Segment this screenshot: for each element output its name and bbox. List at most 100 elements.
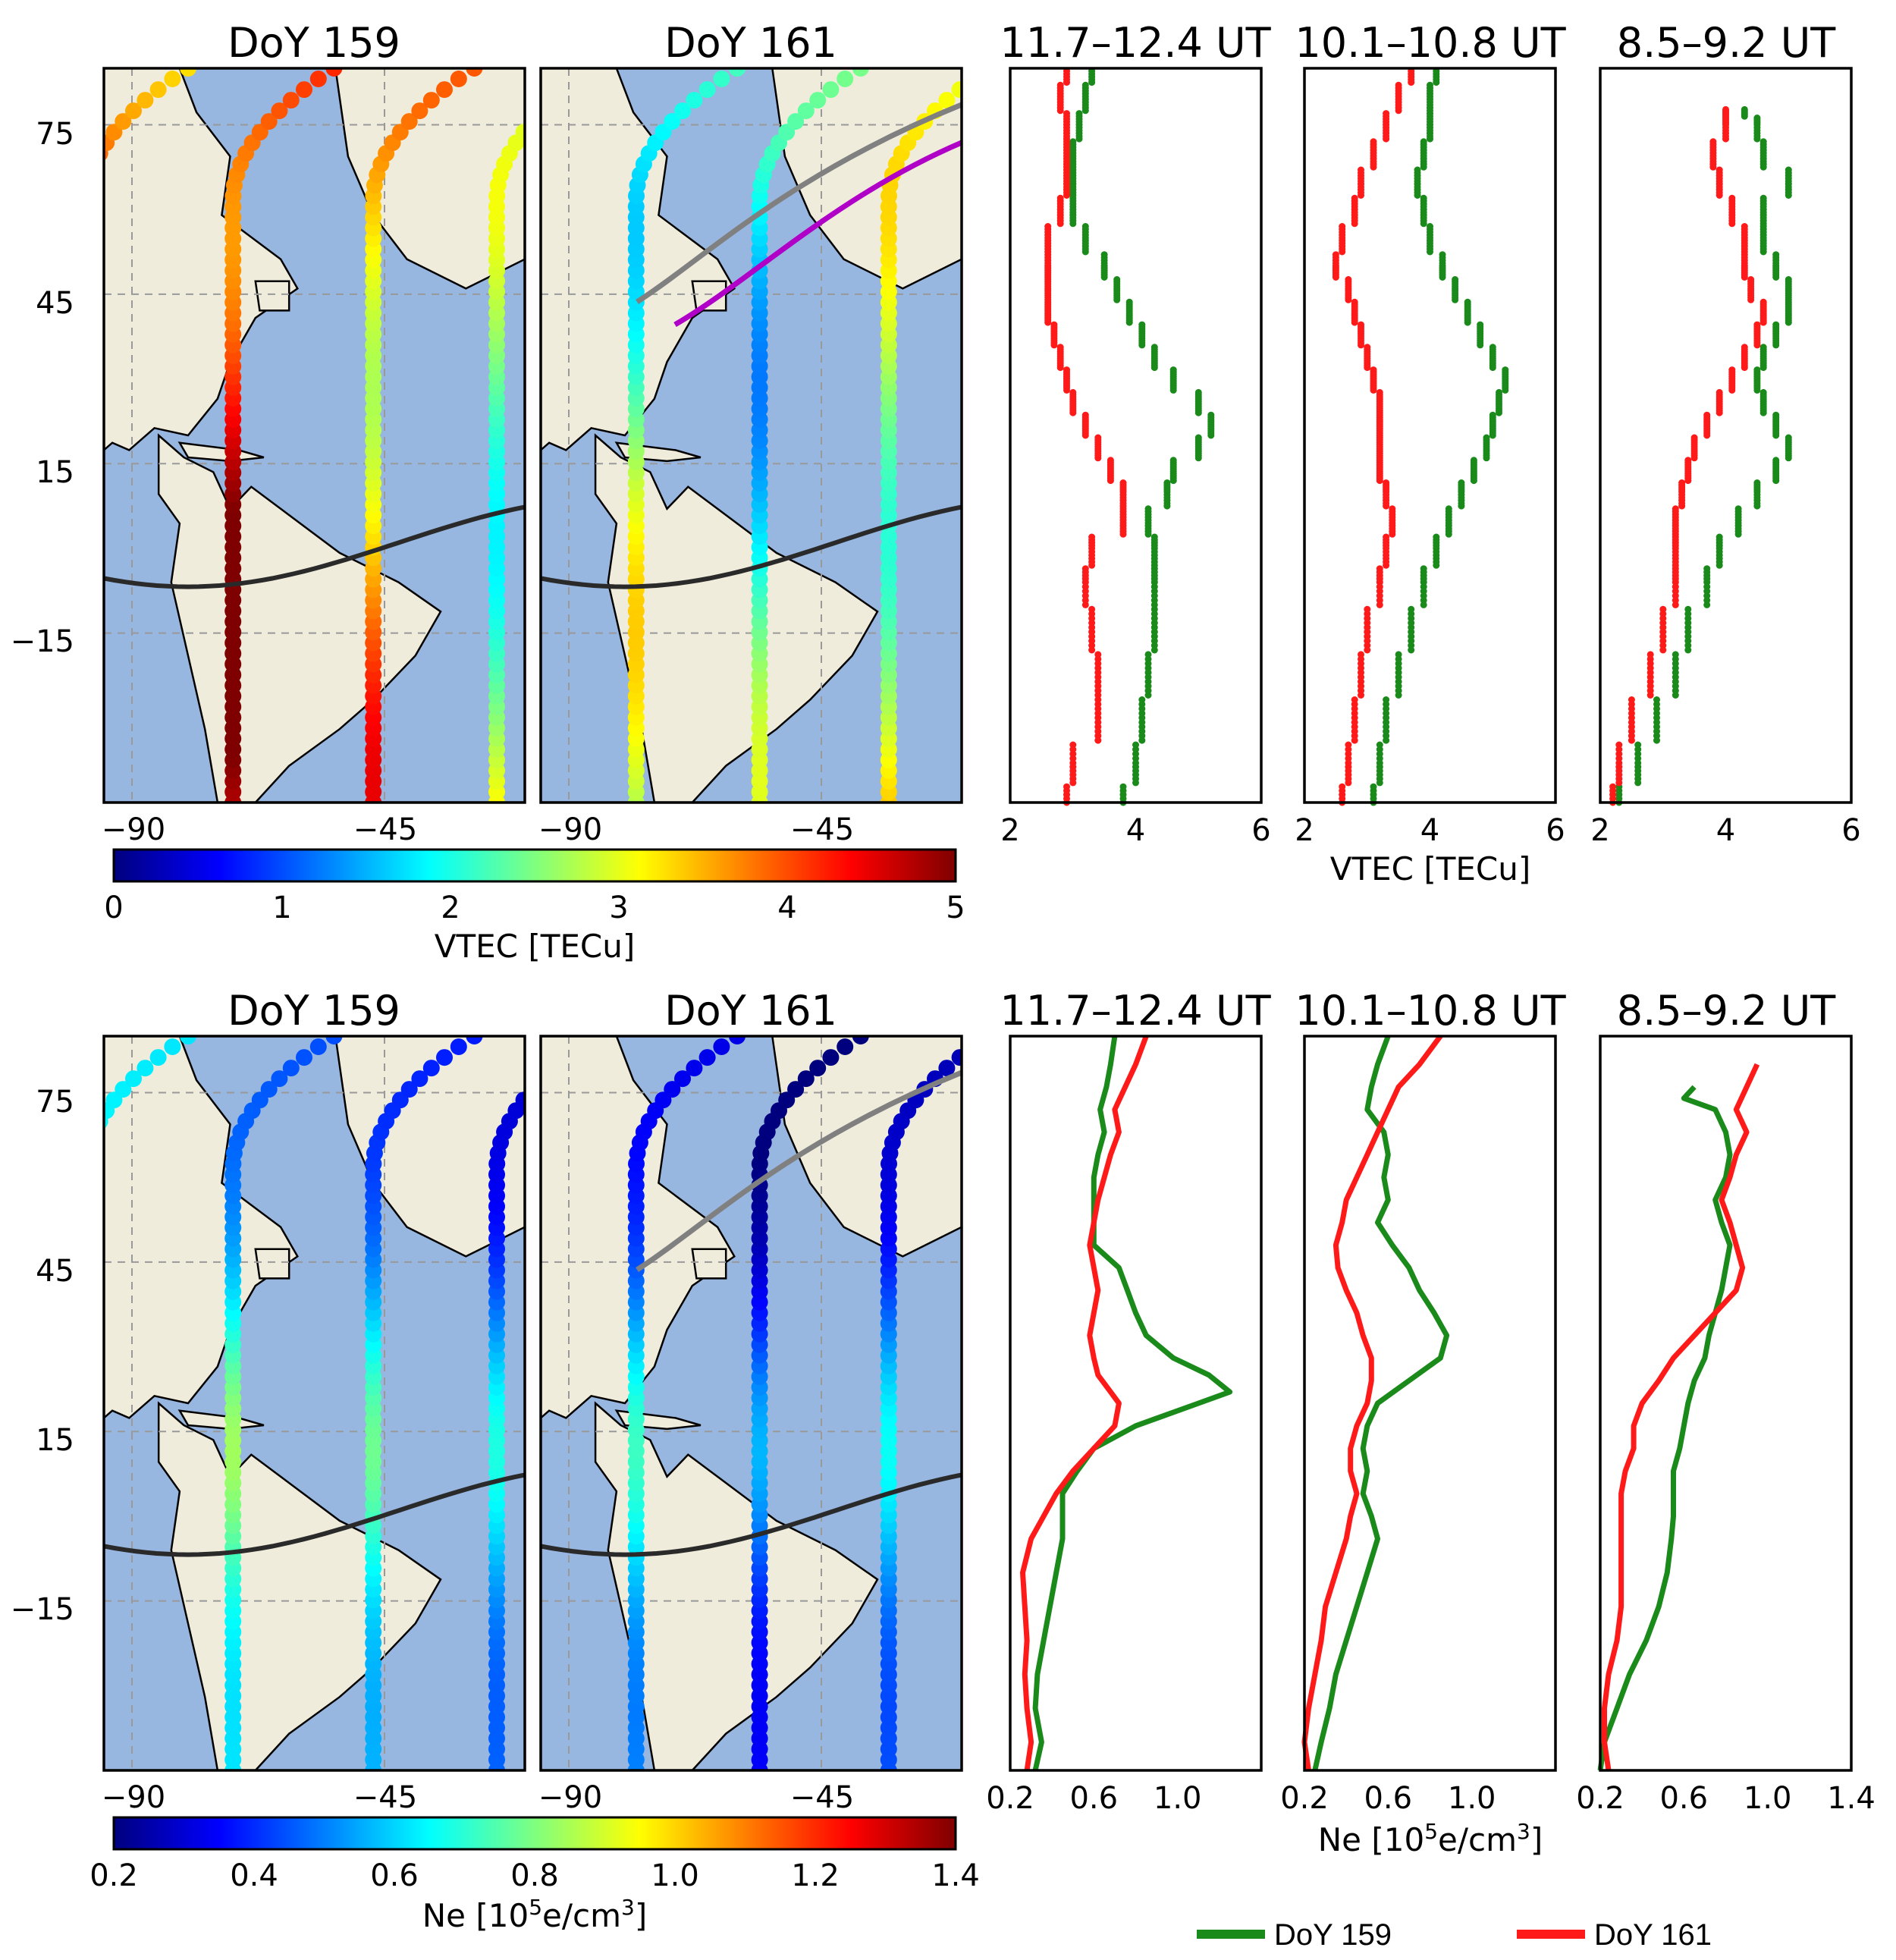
profile-point <box>1716 533 1723 541</box>
profile-point <box>1753 366 1761 374</box>
map-gridlines <box>541 1036 962 1770</box>
map-x-ticks: −90 −45 <box>538 1780 854 1815</box>
track-point <box>79 1635 96 1651</box>
map-content <box>541 1028 998 1770</box>
profile-point <box>1107 457 1114 464</box>
profile-point <box>1132 741 1139 749</box>
profile-line <box>1301 1034 1443 1771</box>
track-point <box>164 1038 181 1055</box>
track-point <box>79 1390 96 1406</box>
profile-point <box>1094 651 1102 658</box>
track-point <box>686 1060 703 1077</box>
track-point <box>79 1517 96 1534</box>
profile-x-axis-label: VTEC [TECu] <box>1330 850 1531 887</box>
track-point <box>79 294 96 311</box>
track-point <box>729 68 746 77</box>
x-tick-label: −90 <box>538 1780 602 1815</box>
track-point <box>981 60 998 77</box>
track-point <box>79 752 96 768</box>
track-point <box>436 81 453 99</box>
track-point <box>86 155 103 172</box>
track-point <box>79 794 96 811</box>
track-point <box>79 549 96 566</box>
profile-series <box>1609 105 1792 806</box>
y-tick-label: 75 <box>36 117 74 152</box>
profile-point <box>1703 411 1711 419</box>
x-tick-label: −90 <box>102 812 165 847</box>
track-point <box>79 1252 96 1268</box>
track-point <box>79 475 96 492</box>
x-tick-label: 0.6 <box>1364 1781 1412 1816</box>
track-point <box>79 773 96 790</box>
x-tick-label: −45 <box>790 1780 854 1815</box>
profile-point <box>1370 783 1377 790</box>
profile-point <box>1075 110 1083 118</box>
profile-point <box>1734 505 1742 513</box>
profile-x-ticks: 2 4 6 <box>1295 813 1565 848</box>
track-point <box>79 1603 96 1619</box>
profile-point <box>1772 411 1780 419</box>
track-point <box>938 92 956 109</box>
track-point <box>79 1656 96 1673</box>
profile-point <box>1389 505 1396 513</box>
profile-point <box>1169 366 1177 374</box>
profile-point <box>1741 344 1748 351</box>
track-point <box>79 1283 96 1300</box>
map-content <box>541 60 998 803</box>
track-point <box>79 677 96 694</box>
x-tick-label: 6 <box>1251 813 1270 848</box>
track-point <box>125 102 142 120</box>
track-point <box>981 1028 998 1044</box>
profile-x-ticks: 0.2 0.6 1.0 <box>986 1781 1201 1816</box>
colorbar-ne: 0.2 0.4 0.6 0.8 1.0 1.2 1.4 Ne [105e/cm3… <box>89 1816 980 1934</box>
colorbar-tick-label: 1.0 <box>651 1858 699 1893</box>
track-point <box>79 1379 96 1396</box>
track-point <box>79 1411 96 1428</box>
track-point <box>698 1049 716 1066</box>
track-point <box>411 102 428 120</box>
x-tick-label: 1.0 <box>1744 1781 1792 1816</box>
profile-point <box>1364 344 1371 351</box>
track-point <box>787 1081 805 1098</box>
profile-point <box>1370 366 1377 374</box>
track-point <box>309 71 327 87</box>
track-point <box>282 92 300 109</box>
land-polygon <box>691 280 727 312</box>
track-point <box>149 1049 167 1066</box>
colorbar-tick-label: 2 <box>441 890 460 925</box>
track-point <box>79 1677 96 1694</box>
track-point <box>79 1592 96 1609</box>
profile-point <box>1439 251 1446 259</box>
profile-point <box>1420 565 1427 573</box>
track-point <box>79 1496 96 1512</box>
profile-point <box>1063 110 1070 118</box>
track-point <box>79 1432 96 1449</box>
profile-point <box>1081 223 1089 230</box>
x-tick-label: 6 <box>1841 813 1860 848</box>
profile-point <box>1125 298 1133 306</box>
profile-point <box>1684 457 1692 464</box>
map-gridlines <box>104 68 525 803</box>
track-point <box>79 784 96 800</box>
profile-point <box>1044 223 1052 230</box>
track-point <box>79 358 96 375</box>
map-gridlines <box>104 1036 525 1770</box>
label-part: e/cm <box>1438 1821 1517 1858</box>
profile-point <box>1672 505 1679 513</box>
track-point <box>149 81 167 99</box>
profile-point <box>1753 479 1761 486</box>
track-point <box>674 102 691 120</box>
track-point <box>79 485 96 502</box>
track-point <box>79 592 96 608</box>
profile-title: 10.1–10.8 UT <box>1295 987 1566 1035</box>
profile-point <box>1370 138 1377 146</box>
track-point <box>79 1485 96 1502</box>
track-point <box>422 92 440 109</box>
track-point <box>260 113 278 130</box>
y-tick-label: 15 <box>36 455 74 490</box>
profile-point <box>1489 411 1496 419</box>
track-point <box>79 1666 96 1683</box>
track-point <box>79 231 96 247</box>
map-content <box>79 1036 525 1770</box>
profile-point <box>1722 105 1729 113</box>
